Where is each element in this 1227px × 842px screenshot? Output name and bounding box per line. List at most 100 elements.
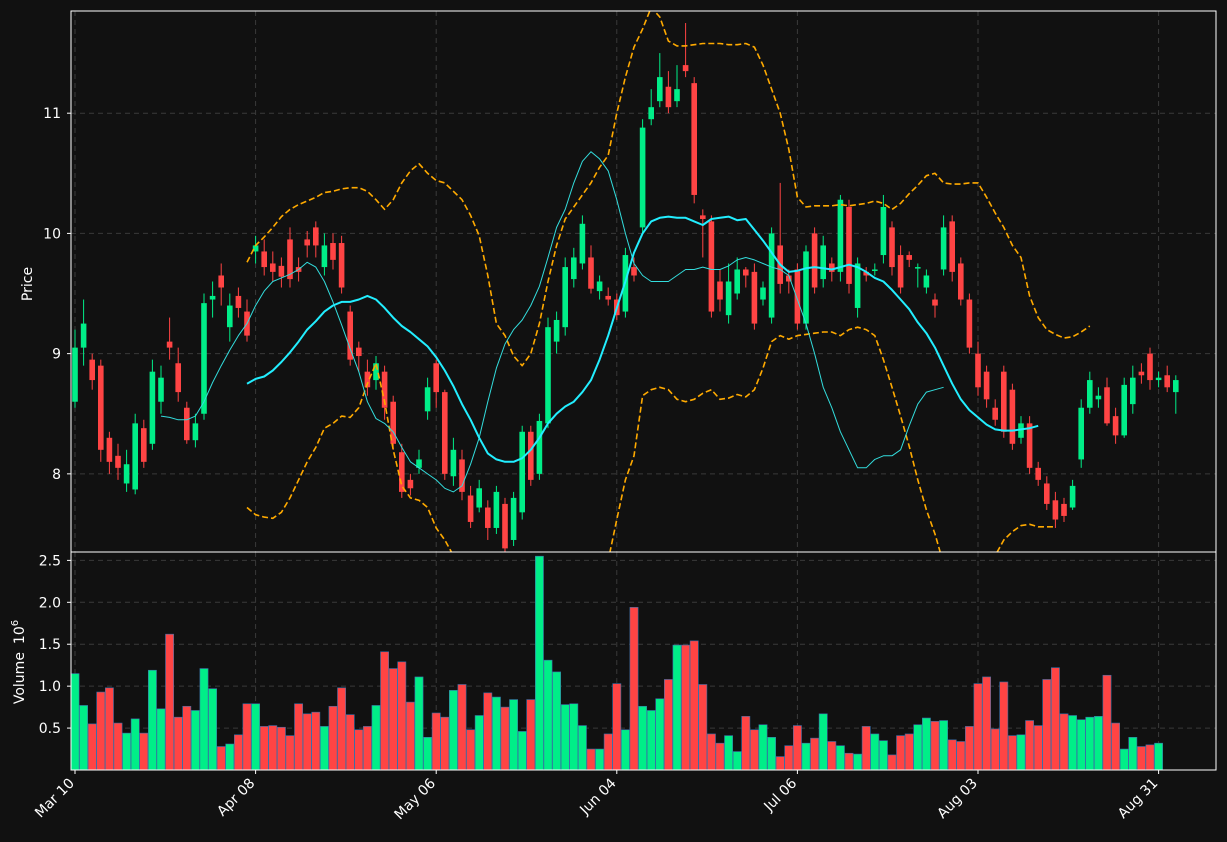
volume-bar: [500, 706, 510, 770]
candle-body: [717, 281, 723, 300]
volume-bar: [801, 742, 811, 770]
candle-body: [261, 251, 267, 268]
volume-bar: [354, 729, 364, 770]
volume-bar: [827, 741, 837, 770]
volume-bar: [784, 745, 794, 770]
candle-body: [536, 420, 543, 474]
volume-bar: [491, 696, 501, 770]
candle-body: [330, 243, 336, 260]
volume-bar: [216, 746, 226, 770]
lower-band-line: [246, 326, 1056, 552]
candle-body: [631, 267, 637, 276]
volume-bar: [698, 684, 708, 770]
candle-body: [682, 65, 689, 72]
candle-body: [674, 89, 680, 102]
volume-bar: [672, 644, 682, 770]
candle-body: [72, 347, 78, 402]
volume-bar: [414, 676, 424, 770]
candle-body: [166, 341, 173, 348]
fast-moving-average-line: [160, 151, 944, 493]
candle-body: [949, 221, 955, 272]
candle-body: [579, 223, 586, 264]
volume-bar: [1145, 744, 1155, 770]
candle-body: [958, 263, 964, 300]
axes-frames: [70, 10, 1217, 771]
volume-bar: [1076, 719, 1086, 770]
volume-bar: [1059, 713, 1069, 770]
candle-body: [132, 423, 138, 490]
candle-body: [235, 295, 242, 308]
volume-bar: [526, 699, 536, 770]
volume-axis-exponent-base: 10: [12, 626, 28, 644]
candle-body: [545, 327, 551, 424]
volume-bar: [543, 659, 553, 770]
candle-body: [158, 377, 164, 402]
candle-body: [450, 449, 457, 477]
candle-body: [519, 431, 525, 513]
candle-body: [665, 86, 672, 108]
volume-bar: [663, 679, 673, 770]
candle-body: [837, 199, 844, 272]
candle-body: [485, 507, 491, 528]
candle-body: [270, 263, 276, 272]
volume-bar: [569, 703, 579, 770]
volume-tick-label: 1.0: [39, 679, 61, 695]
volume-bar: [586, 748, 596, 770]
volume-bar: [1007, 735, 1017, 770]
candle-body: [141, 428, 147, 462]
candle-body: [1069, 485, 1076, 508]
volume-tick-label: 0.5: [39, 721, 61, 737]
candle-body: [459, 459, 465, 492]
volume-bar: [749, 729, 759, 770]
candle-body: [1121, 384, 1127, 436]
candle-body: [467, 495, 474, 522]
candle-body: [1164, 375, 1170, 388]
volume-bar: [182, 705, 192, 770]
slow-moving-average-line: [246, 215, 1039, 463]
volume-bar: [1016, 734, 1026, 770]
candle-body: [794, 269, 801, 324]
volume-bar: [388, 668, 398, 770]
volume-tick-label: 1.5: [39, 637, 61, 653]
candle-body: [1052, 500, 1059, 520]
volume-bar: [1068, 715, 1077, 770]
candle-body: [502, 503, 508, 549]
candle-body: [553, 319, 560, 342]
volume-bar: [1128, 736, 1138, 770]
volume-bar: [646, 710, 656, 770]
candle-body: [940, 227, 947, 270]
volume-bar: [431, 712, 441, 770]
volume-bar: [896, 735, 905, 770]
candle-body: [562, 267, 568, 328]
volume-bar: [148, 669, 157, 770]
volume-bar: [87, 723, 97, 770]
candle-body: [313, 227, 319, 246]
volume-bar: [947, 739, 957, 770]
candle-body: [648, 107, 654, 120]
price-tick-label: 11: [43, 106, 61, 122]
volume-bar: [139, 732, 149, 770]
volume-panel-frame: [70, 551, 1217, 771]
candle-body: [966, 299, 973, 348]
volume-bar: [732, 751, 742, 770]
candle-body: [829, 263, 835, 272]
candle-body: [1009, 389, 1016, 444]
volume-bar: [225, 743, 235, 770]
volume-bar: [397, 661, 407, 770]
volume-bar: [982, 676, 991, 770]
candle-body: [364, 371, 371, 388]
volume-bar: [199, 668, 209, 770]
candle-body: [98, 365, 104, 450]
volume-bar: [122, 732, 131, 770]
candle-body: [287, 239, 293, 280]
candle-body: [304, 239, 310, 246]
volume-bar: [1119, 748, 1129, 770]
volume-bar: [1051, 667, 1060, 770]
candle-body: [915, 267, 921, 269]
volume-bar: [939, 720, 948, 770]
volume-bar: [509, 699, 518, 770]
candle-body: [1018, 423, 1024, 438]
candle-body: [872, 269, 878, 271]
volume-bar: [191, 710, 200, 770]
